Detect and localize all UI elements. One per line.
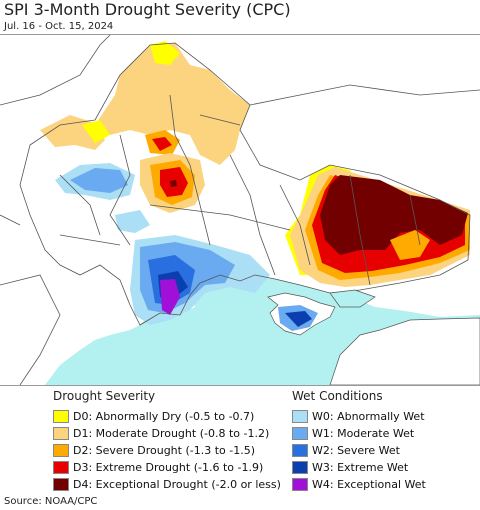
legend-label-w1: W1: Moderate Wet: [312, 427, 415, 440]
w1-west: [70, 168, 128, 193]
western-neighbor-lines: [0, 214, 61, 385]
northern-neighbor-border: [0, 35, 480, 106]
drought-map: [0, 34, 480, 386]
map-title: SPI 3-Month Drought Severity (CPC): [4, 0, 291, 19]
w4-south: [160, 279, 180, 315]
wet-legend-title: Wet Conditions: [292, 389, 383, 403]
legend-item-d0: D0: Abnormally Dry (-0.5 to -0.7): [53, 408, 281, 425]
legend-label-d4: D4: Exceptional Drought (-2.0 or less): [73, 478, 281, 491]
d4-central: [170, 180, 177, 187]
legend-label-d2: D2: Severe Drought (-1.3 to -1.5): [73, 444, 256, 457]
wet-legend: Wet Conditions W0: Abnormally Wet W1: Mo…: [292, 389, 426, 493]
legend-swatch-d0: [53, 410, 69, 423]
d0-north-edge: [150, 41, 180, 65]
drought-legend: Drought Severity D0: Abnormally Dry (-0.…: [53, 389, 281, 493]
source-credit: Source: NOAA/CPC: [4, 496, 98, 507]
d2-east-inner: [390, 230, 430, 260]
d1-north-region: [95, 43, 250, 165]
legend-item-w3: W3: Extreme Wet: [292, 459, 426, 476]
legend-swatch-w1: [292, 427, 308, 440]
legend-item-w0: W0: Abnormally Wet: [292, 408, 426, 425]
legend-item-d2: D2: Severe Drought (-1.3 to -1.5): [53, 442, 281, 459]
legend-item-d4: D4: Exceptional Drought (-2.0 or less): [53, 476, 281, 493]
drought-legend-title: Drought Severity: [53, 389, 156, 403]
w0-southwest-patch: [115, 210, 150, 233]
legend-label-w3: W3: Extreme Wet: [312, 461, 409, 474]
legend-swatch-d4: [53, 478, 69, 491]
oblast-lines: [59, 94, 421, 286]
legend-label-d0: D0: Abnormally Dry (-0.5 to -0.7): [73, 410, 255, 423]
legend-item-d1: D1: Moderate Drought (-0.8 to -1.2): [53, 425, 281, 442]
d3-center-north: [152, 137, 172, 151]
legend-swatch-w4: [292, 478, 308, 491]
legend-item-d3: D3: Extreme Drought (-1.6 to -1.9): [53, 459, 281, 476]
d4-east: [320, 175, 468, 255]
legend-item-w4: W4: Exceptional Wet: [292, 476, 426, 493]
legend-swatch-d3: [53, 461, 69, 474]
legend-swatch-w3: [292, 461, 308, 474]
legend-item-w2: W2: Severe Wet: [292, 442, 426, 459]
legend-swatch-w0: [292, 410, 308, 423]
azov-sea: [329, 289, 376, 308]
legend-item-w1: W1: Moderate Wet: [292, 425, 426, 442]
d0-west-edge: [82, 120, 110, 143]
legend-swatch-d1: [53, 427, 69, 440]
legend-label-w0: W0: Abnormally Wet: [312, 410, 425, 423]
legend-swatch-d2: [53, 444, 69, 457]
legend-label-d3: D3: Extreme Drought (-1.6 to -1.9): [73, 461, 264, 474]
legend-label-d1: D1: Moderate Drought (-0.8 to -1.2): [73, 427, 270, 440]
legend-label-w4: W4: Exceptional Wet: [312, 478, 426, 491]
legend-swatch-w2: [292, 444, 308, 457]
southern-coast-land: [329, 317, 480, 385]
w3-crimea: [285, 311, 312, 327]
legend-label-w2: W2: Severe Wet: [312, 444, 400, 457]
map-subtitle: Jul. 16 - Oct. 15, 2024: [4, 21, 114, 32]
